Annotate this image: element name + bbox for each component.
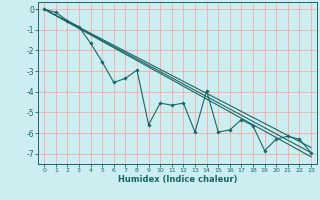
X-axis label: Humidex (Indice chaleur): Humidex (Indice chaleur) bbox=[118, 175, 237, 184]
